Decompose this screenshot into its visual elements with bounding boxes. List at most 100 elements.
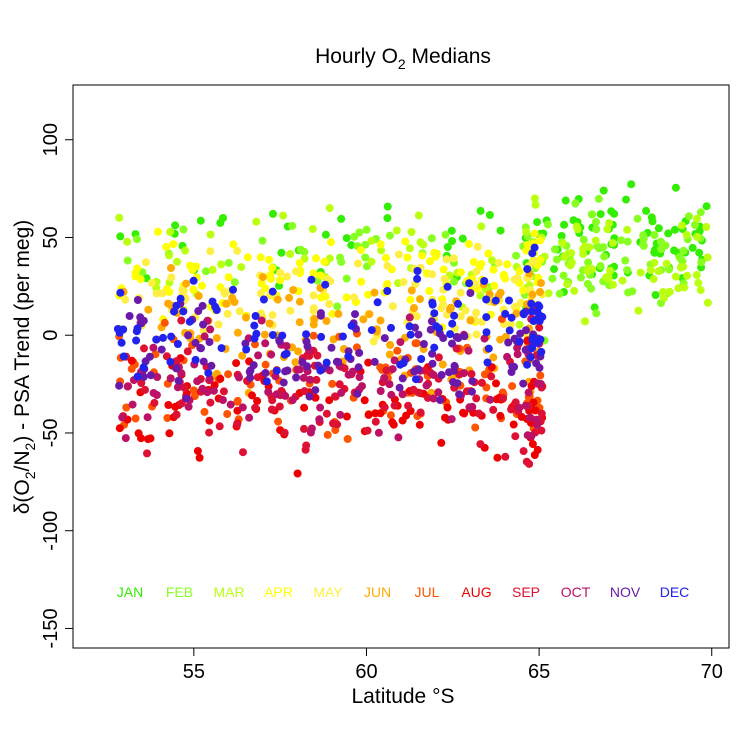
data-point xyxy=(485,211,494,219)
data-point xyxy=(569,216,578,225)
data-point xyxy=(228,293,237,302)
data-point xyxy=(472,308,481,317)
data-point xyxy=(471,280,480,288)
data-point xyxy=(469,258,478,266)
data-point xyxy=(446,330,455,339)
data-point xyxy=(242,345,251,354)
y-tick-label: 0 xyxy=(40,330,62,341)
data-point xyxy=(437,438,446,447)
data-point xyxy=(309,320,318,329)
data-point xyxy=(258,236,267,245)
data-point xyxy=(127,356,136,365)
data-point xyxy=(693,214,701,223)
data-point xyxy=(677,263,686,271)
data-point xyxy=(285,293,294,302)
data-point xyxy=(511,432,520,441)
data-point xyxy=(123,382,132,391)
data-point xyxy=(599,186,608,195)
data-point xyxy=(238,351,247,360)
data-point xyxy=(642,206,651,215)
data-point xyxy=(212,334,221,343)
data-point xyxy=(351,310,359,319)
data-point xyxy=(133,372,142,381)
legend-month-apr: APR xyxy=(264,584,293,600)
data-point xyxy=(214,320,223,329)
data-point xyxy=(342,293,351,302)
data-point xyxy=(654,267,663,276)
data-point xyxy=(317,332,326,341)
data-point xyxy=(381,253,390,262)
data-point xyxy=(140,344,148,353)
data-point xyxy=(484,249,493,258)
data-point xyxy=(269,209,277,218)
data-point xyxy=(399,278,408,286)
data-point xyxy=(646,266,655,275)
data-point xyxy=(160,318,169,327)
data-point xyxy=(248,391,256,400)
data-point xyxy=(159,333,167,342)
y-axis-label: δ(O2/N2) - PSA Trend (per meg) xyxy=(11,220,38,515)
data-point xyxy=(311,254,320,263)
data-point xyxy=(387,390,396,399)
data-point xyxy=(257,316,266,325)
data-point xyxy=(430,309,439,318)
data-point xyxy=(392,226,401,235)
y-tick-label: 100 xyxy=(40,123,62,156)
data-point xyxy=(268,331,277,339)
data-point xyxy=(448,319,457,328)
data-point xyxy=(167,332,176,341)
data-point xyxy=(396,338,405,347)
data-point xyxy=(300,247,309,256)
data-point xyxy=(128,400,137,409)
data-point xyxy=(229,285,237,294)
data-point xyxy=(696,286,705,295)
data-point xyxy=(347,321,356,330)
data-point xyxy=(167,264,175,272)
data-point xyxy=(218,396,227,404)
data-point xyxy=(334,309,343,318)
y-tick-label: -150 xyxy=(40,608,62,648)
data-point xyxy=(510,275,519,284)
data-point xyxy=(376,387,385,395)
data-point xyxy=(592,309,601,318)
data-point xyxy=(395,250,403,259)
data-point xyxy=(380,374,389,382)
data-point xyxy=(460,369,469,378)
data-point xyxy=(448,339,456,348)
data-point xyxy=(412,375,420,384)
data-point xyxy=(238,403,247,412)
data-point xyxy=(530,229,539,238)
data-point xyxy=(309,331,318,340)
data-point xyxy=(336,253,344,262)
data-point xyxy=(141,385,149,394)
data-point xyxy=(390,401,399,410)
data-point xyxy=(664,229,673,238)
x-tick-label: 65 xyxy=(528,661,550,683)
data-point xyxy=(288,396,297,405)
data-point xyxy=(508,382,517,391)
data-point xyxy=(233,397,242,406)
data-point xyxy=(194,292,203,300)
data-point xyxy=(516,329,525,338)
data-point xyxy=(649,275,658,284)
data-point xyxy=(448,237,457,245)
data-point xyxy=(165,251,174,260)
data-point xyxy=(571,199,580,208)
data-point xyxy=(267,405,276,414)
data-point xyxy=(321,280,330,289)
data-point xyxy=(376,240,385,249)
data-point xyxy=(460,332,469,341)
data-point xyxy=(476,291,485,300)
data-point xyxy=(303,342,312,351)
data-point xyxy=(259,273,267,282)
data-point xyxy=(533,338,542,347)
data-point xyxy=(583,280,592,288)
data-point xyxy=(567,258,576,267)
data-point xyxy=(245,413,254,422)
data-point xyxy=(585,243,594,252)
data-point xyxy=(581,317,589,326)
data-point xyxy=(596,210,605,219)
data-point xyxy=(361,240,370,249)
data-point xyxy=(365,310,374,319)
data-point xyxy=(399,359,408,367)
